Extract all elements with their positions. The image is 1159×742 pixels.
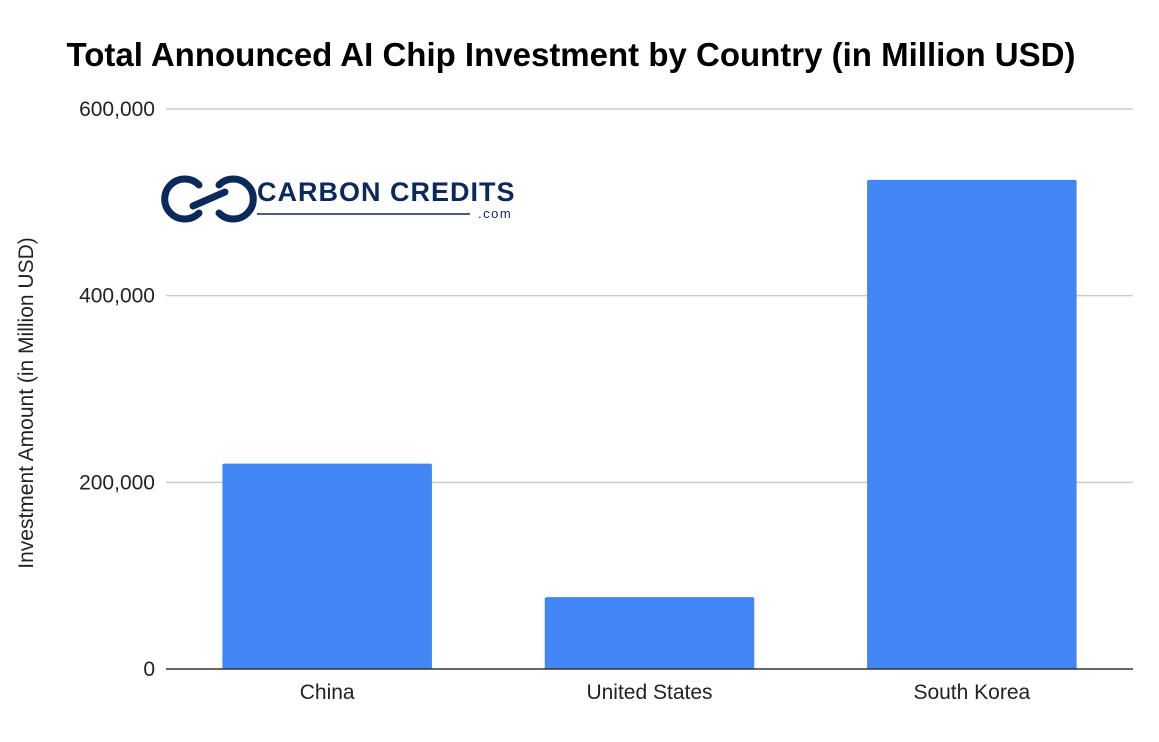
bar-united-states: [544, 597, 755, 669]
y-tick-label: 600,000: [79, 98, 155, 121]
y-tick-label: 400,000: [79, 285, 155, 308]
x-axis-ticks: China United States South Korea: [300, 681, 1031, 704]
logo-name: CARBON CREDITS: [257, 177, 516, 207]
chart-title: Total Announced AI Chip Investment by Co…: [67, 36, 1076, 73]
x-tick-label: China: [300, 681, 355, 704]
bar-china: [222, 463, 432, 669]
logo: CARBON CREDITS .com: [161, 175, 516, 223]
chain-link-icon: [161, 175, 257, 223]
logo-suffix: .com: [478, 206, 512, 221]
x-tick-label: United States: [586, 681, 712, 704]
y-tick-label: 200,000: [79, 471, 155, 494]
y-axis-ticks: 0 200,000 400,000 600,000: [79, 98, 155, 681]
bars: [222, 179, 1077, 669]
x-tick-label: South Korea: [913, 681, 1030, 704]
y-tick-label: 0: [143, 658, 155, 681]
y-axis-label: Investment Amount (in Million USD): [15, 237, 38, 568]
bar-south-korea: [867, 179, 1077, 669]
